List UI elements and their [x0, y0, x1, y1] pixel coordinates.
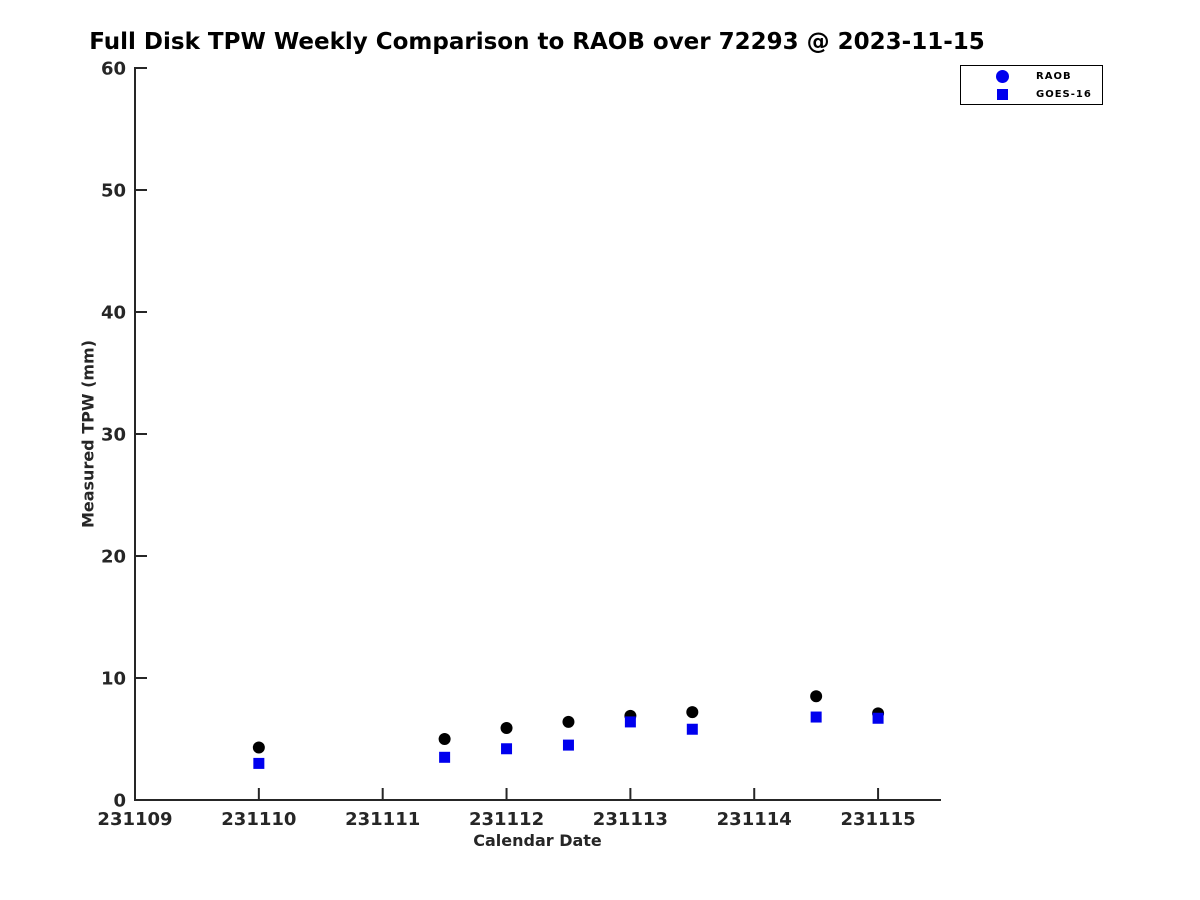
- x-tick-label: 231113: [593, 809, 668, 830]
- data-point-goes-16: [872, 712, 884, 724]
- data-point-goes-16: [562, 739, 574, 751]
- raob-circle-marker-icon: [996, 69, 1009, 83]
- data-point-goes-16: [686, 723, 698, 735]
- goes16-legend-label: GOES-16: [1036, 88, 1092, 100]
- y-axis-label: Measured TPW (mm): [78, 339, 98, 529]
- x-axis-label: Calendar Date: [473, 831, 602, 850]
- data-point-raob: [686, 706, 699, 719]
- legend: RAOB GOES-16: [960, 65, 1103, 105]
- x-tick-label: 231109: [97, 809, 172, 830]
- x-tick-label: 231110: [221, 809, 296, 830]
- data-point-raob: [562, 715, 575, 728]
- y-tick-label: 50: [101, 181, 126, 202]
- chart-title: Full Disk TPW Weekly Comparison to RAOB …: [89, 29, 985, 55]
- goes16-marker-box: [996, 88, 1009, 100]
- x-tick-label: 231112: [469, 809, 544, 830]
- data-point-goes-16: [810, 711, 822, 723]
- legend-item-goes16: GOES-16: [961, 87, 1102, 102]
- data-point-goes-16: [624, 716, 636, 728]
- y-tick-label: 0: [113, 791, 126, 812]
- data-point-goes-16: [439, 751, 451, 763]
- goes16-square-marker-icon: [997, 88, 1008, 100]
- x-tick-label: 231115: [840, 809, 915, 830]
- data-point-raob: [810, 690, 823, 703]
- y-tick-label: 20: [101, 547, 126, 568]
- data-point-raob: [500, 722, 513, 735]
- data-point-goes-16: [253, 757, 265, 769]
- axes-spines: [134, 67, 941, 801]
- y-tick-label: 60: [101, 59, 126, 80]
- raob-legend-label: RAOB: [1036, 70, 1072, 82]
- data-point-raob: [438, 733, 451, 745]
- data-point-goes-16: [501, 743, 513, 755]
- y-tick-label: 40: [101, 303, 126, 324]
- data-point-raob: [252, 741, 265, 754]
- legend-item-raob: RAOB: [961, 69, 1102, 84]
- x-tick-label: 231114: [717, 809, 792, 830]
- raob-marker-box: [996, 69, 1009, 83]
- y-tick-label: 10: [101, 669, 126, 690]
- x-tick-label: 231111: [345, 809, 420, 830]
- y-tick-label: 30: [101, 425, 126, 446]
